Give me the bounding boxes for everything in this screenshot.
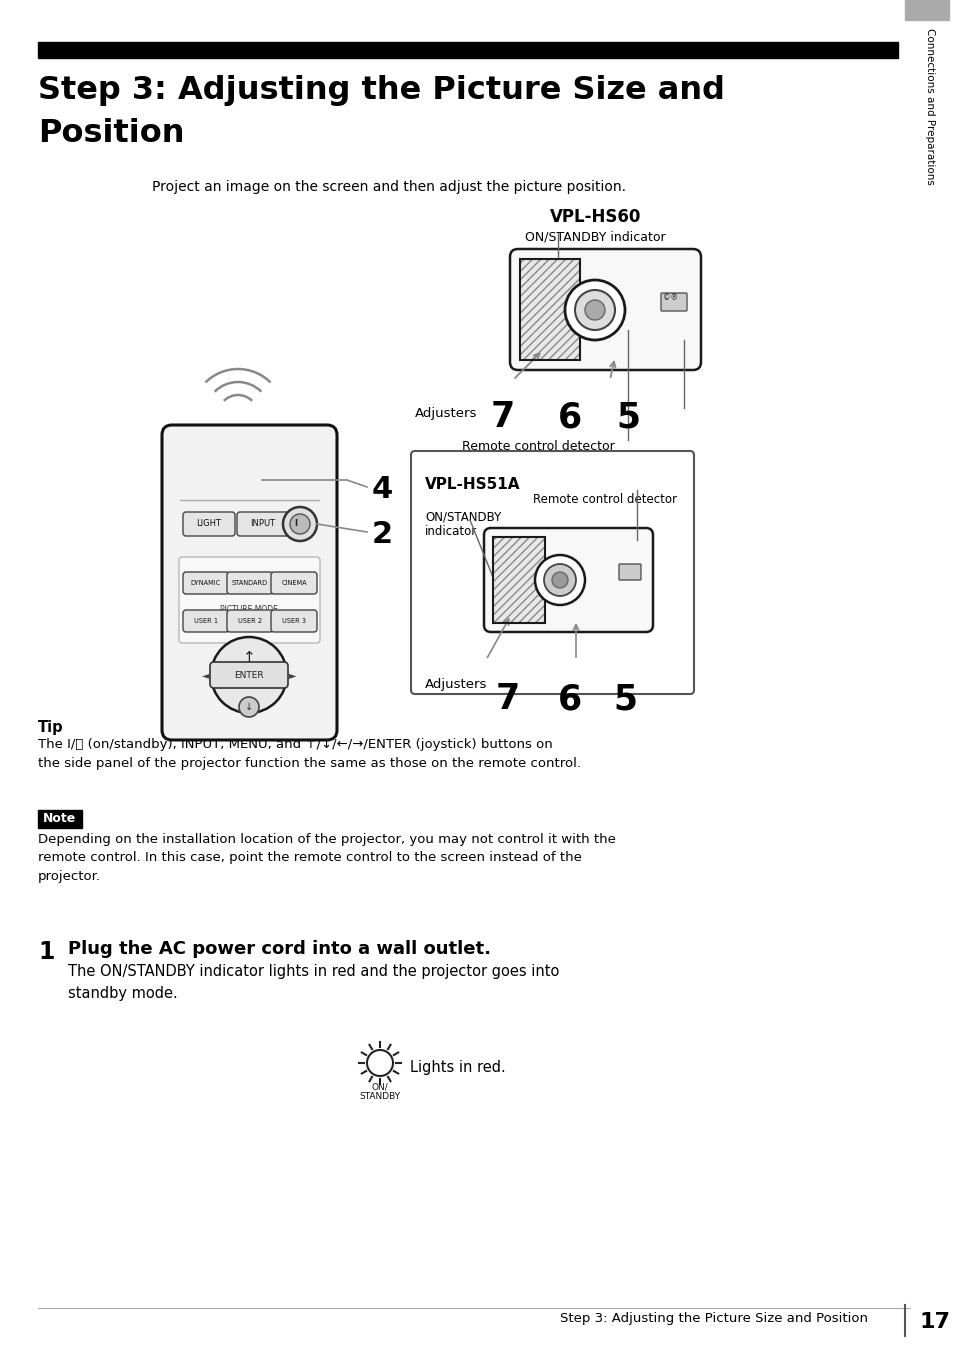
Text: Note: Note — [43, 813, 76, 826]
Text: ON/
STANDBY: ON/ STANDBY — [359, 1082, 400, 1101]
Text: Lights in red.: Lights in red. — [410, 1060, 505, 1075]
FancyBboxPatch shape — [227, 572, 273, 594]
FancyBboxPatch shape — [271, 610, 316, 631]
FancyBboxPatch shape — [179, 557, 319, 644]
Bar — [519, 260, 579, 360]
Text: ↓: ↓ — [245, 702, 253, 713]
Text: ►: ► — [289, 671, 296, 680]
Text: Connections and Preparations: Connections and Preparations — [924, 28, 934, 185]
FancyBboxPatch shape — [183, 512, 234, 535]
Text: 6: 6 — [558, 681, 581, 717]
Text: ON/STANDBY: ON/STANDBY — [424, 510, 500, 523]
Text: indicator: indicator — [424, 525, 476, 538]
Text: VPL-HS51A: VPL-HS51A — [424, 477, 520, 492]
Text: Remote control detector: Remote control detector — [533, 493, 677, 506]
Text: Position: Position — [38, 118, 184, 149]
Text: The ON/STANDBY indicator lights in red and the projector goes into
standby mode.: The ON/STANDBY indicator lights in red a… — [68, 964, 558, 1000]
Circle shape — [290, 514, 310, 534]
Text: Project an image on the screen and then adjust the picture position.: Project an image on the screen and then … — [152, 180, 625, 193]
Text: 17: 17 — [919, 1311, 950, 1332]
FancyBboxPatch shape — [227, 610, 273, 631]
Text: VPL-HS60: VPL-HS60 — [550, 208, 640, 226]
Text: ↑: ↑ — [242, 649, 255, 664]
Text: STANDARD: STANDARD — [232, 580, 268, 585]
FancyBboxPatch shape — [660, 293, 686, 311]
Text: PICTURE MODE: PICTURE MODE — [220, 604, 277, 614]
Bar — [904, 0, 948, 20]
Circle shape — [535, 556, 584, 604]
Circle shape — [367, 1051, 393, 1076]
Circle shape — [239, 698, 258, 717]
FancyBboxPatch shape — [271, 572, 316, 594]
Text: ON/STANDBY indicator: ON/STANDBY indicator — [524, 230, 665, 243]
Text: 5: 5 — [613, 681, 637, 717]
FancyBboxPatch shape — [483, 529, 652, 631]
Text: Tip: Tip — [38, 721, 64, 735]
Bar — [493, 537, 544, 623]
Text: Depending on the installation location of the projector, you may not control it : Depending on the installation location o… — [38, 833, 616, 883]
Circle shape — [543, 564, 576, 596]
Circle shape — [584, 300, 604, 320]
Bar — [38, 810, 82, 827]
FancyBboxPatch shape — [236, 512, 289, 535]
Text: Step 3: Adjusting the Picture Size and Position: Step 3: Adjusting the Picture Size and P… — [559, 1311, 867, 1325]
Circle shape — [552, 572, 567, 588]
Text: INPUT: INPUT — [251, 519, 275, 529]
Circle shape — [564, 280, 624, 339]
Bar — [493, 537, 544, 623]
Text: Adjusters: Adjusters — [415, 407, 476, 420]
Text: USER 3: USER 3 — [282, 618, 306, 625]
Text: The I/⏻ (on/standby), INPUT, MENU, and ↑/↓/←/→/ENTER (joystick) buttons on
the s: The I/⏻ (on/standby), INPUT, MENU, and ↑… — [38, 738, 580, 769]
Text: ENTER: ENTER — [233, 671, 264, 680]
Text: DYNAMIC: DYNAMIC — [191, 580, 221, 585]
Text: Remote control detector: Remote control detector — [461, 439, 614, 453]
Text: 1: 1 — [38, 940, 54, 964]
Text: 2: 2 — [371, 521, 392, 549]
FancyBboxPatch shape — [411, 452, 693, 694]
Text: CINEMA: CINEMA — [281, 580, 307, 585]
Text: 5: 5 — [616, 400, 639, 434]
Text: Plug the AC power cord into a wall outlet.: Plug the AC power cord into a wall outle… — [68, 940, 491, 959]
FancyBboxPatch shape — [510, 249, 700, 370]
FancyBboxPatch shape — [210, 662, 288, 688]
Bar — [38, 42, 897, 58]
Text: USER 1: USER 1 — [193, 618, 218, 625]
Bar — [519, 260, 579, 360]
Text: Step 3: Adjusting the Picture Size and: Step 3: Adjusting the Picture Size and — [38, 74, 724, 105]
Text: ©®: ©® — [662, 293, 678, 303]
Circle shape — [575, 289, 615, 330]
Text: 7: 7 — [491, 400, 515, 434]
Circle shape — [283, 507, 316, 541]
Text: LIGHT: LIGHT — [196, 519, 221, 529]
FancyBboxPatch shape — [183, 572, 229, 594]
Text: USER 2: USER 2 — [237, 618, 262, 625]
Text: Adjusters: Adjusters — [424, 677, 487, 691]
Text: 4: 4 — [371, 475, 393, 504]
Text: ◄: ◄ — [201, 671, 209, 680]
FancyBboxPatch shape — [618, 564, 640, 580]
Text: 6: 6 — [558, 400, 581, 434]
Text: I: I — [294, 519, 297, 527]
Circle shape — [211, 637, 287, 713]
FancyBboxPatch shape — [162, 425, 336, 740]
Text: 7: 7 — [496, 681, 519, 717]
FancyBboxPatch shape — [183, 610, 229, 631]
